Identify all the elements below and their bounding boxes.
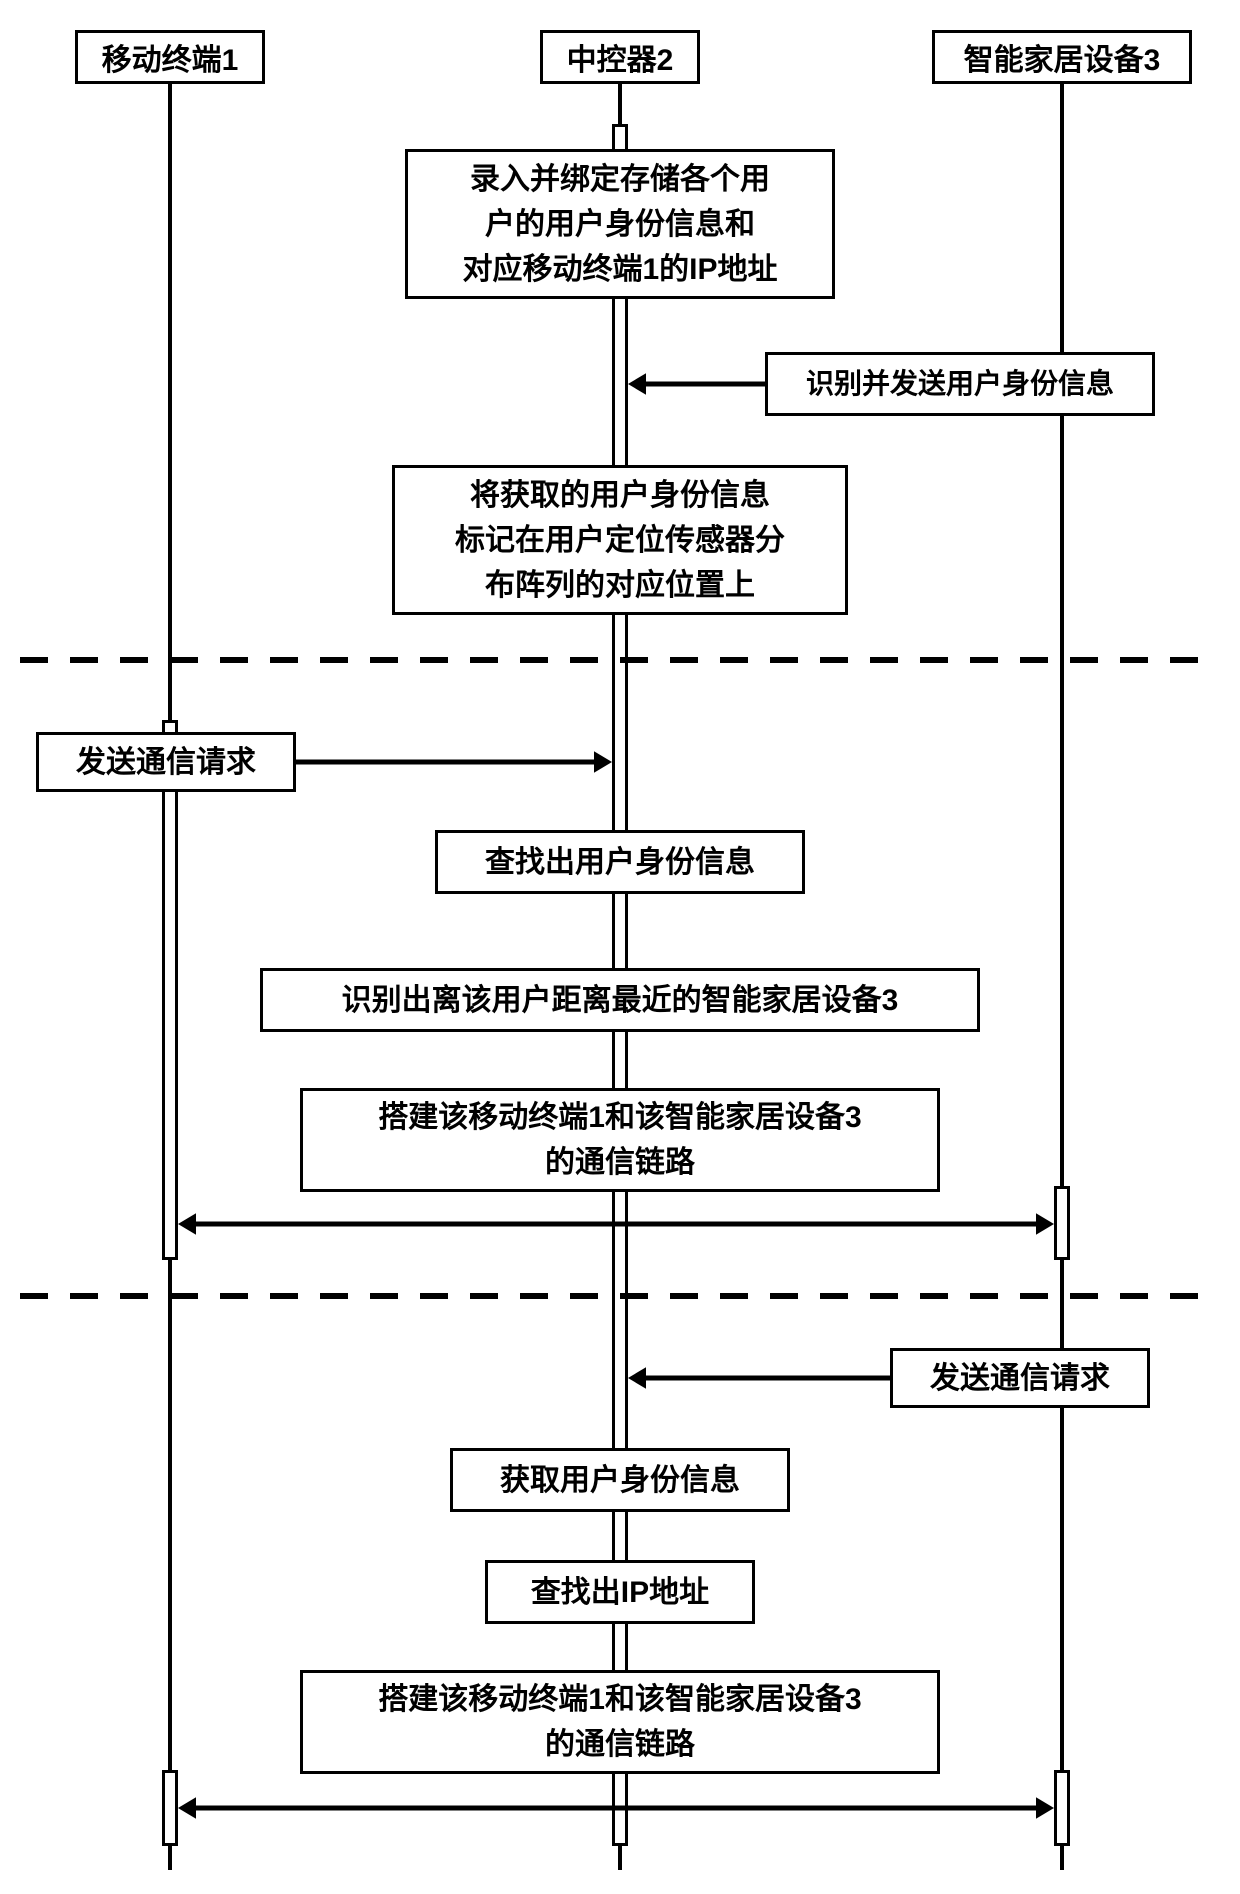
step-box: 查找出IP地址 [485,1560,755,1624]
step-box: 识别并发送用户身份信息 [765,352,1155,416]
sequence-diagram: 移动终端1 中控器2 智能家居设备3 录入并绑定存储各个用户的用户身份信息和对应… [0,0,1240,1894]
actor-head-controller: 中控器2 [540,30,700,84]
step-text: 将获取的用户身份信息标记在用户定位传感器分布阵列的对应位置上 [455,473,785,608]
actor-label: 移动终端1 [102,35,239,79]
actor-label: 中控器2 [567,35,674,79]
step-text: 录入并绑定存储各个用户的用户身份信息和对应移动终端1的IP地址 [462,157,777,292]
step-text: 查找出IP地址 [531,1570,709,1615]
step-text: 发送通信请求 [76,740,256,785]
actor-label: 智能家居设备3 [964,35,1161,79]
step-text: 识别并发送用户身份信息 [806,363,1114,405]
actor-head-device: 智能家居设备3 [932,30,1192,84]
step-text: 发送通信请求 [930,1356,1110,1401]
step-text: 查找出用户身份信息 [485,840,755,885]
activation-bar [162,720,178,1260]
step-text: 搭建该移动终端1和该智能家居设备3的通信链路 [378,1677,861,1767]
actor-head-mobile: 移动终端1 [75,30,265,84]
step-box: 查找出用户身份信息 [435,830,805,894]
step-box: 获取用户身份信息 [450,1448,790,1512]
step-box: 将获取的用户身份信息标记在用户定位传感器分布阵列的对应位置上 [392,465,848,615]
activation-bar [1054,1770,1070,1846]
step-box: 搭建该移动终端1和该智能家居设备3的通信链路 [300,1670,940,1774]
step-text: 搭建该移动终端1和该智能家居设备3的通信链路 [378,1095,861,1185]
step-box: 发送通信请求 [890,1348,1150,1408]
step-box: 搭建该移动终端1和该智能家居设备3的通信链路 [300,1088,940,1192]
step-box: 发送通信请求 [36,732,296,792]
activation-bar [1054,1186,1070,1260]
step-text: 识别出离该用户距离最近的智能家居设备3 [342,978,899,1023]
step-text: 获取用户身份信息 [500,1458,740,1503]
step-box: 识别出离该用户距离最近的智能家居设备3 [260,968,980,1032]
activation-bar [162,1770,178,1846]
step-box: 录入并绑定存储各个用户的用户身份信息和对应移动终端1的IP地址 [405,149,835,299]
